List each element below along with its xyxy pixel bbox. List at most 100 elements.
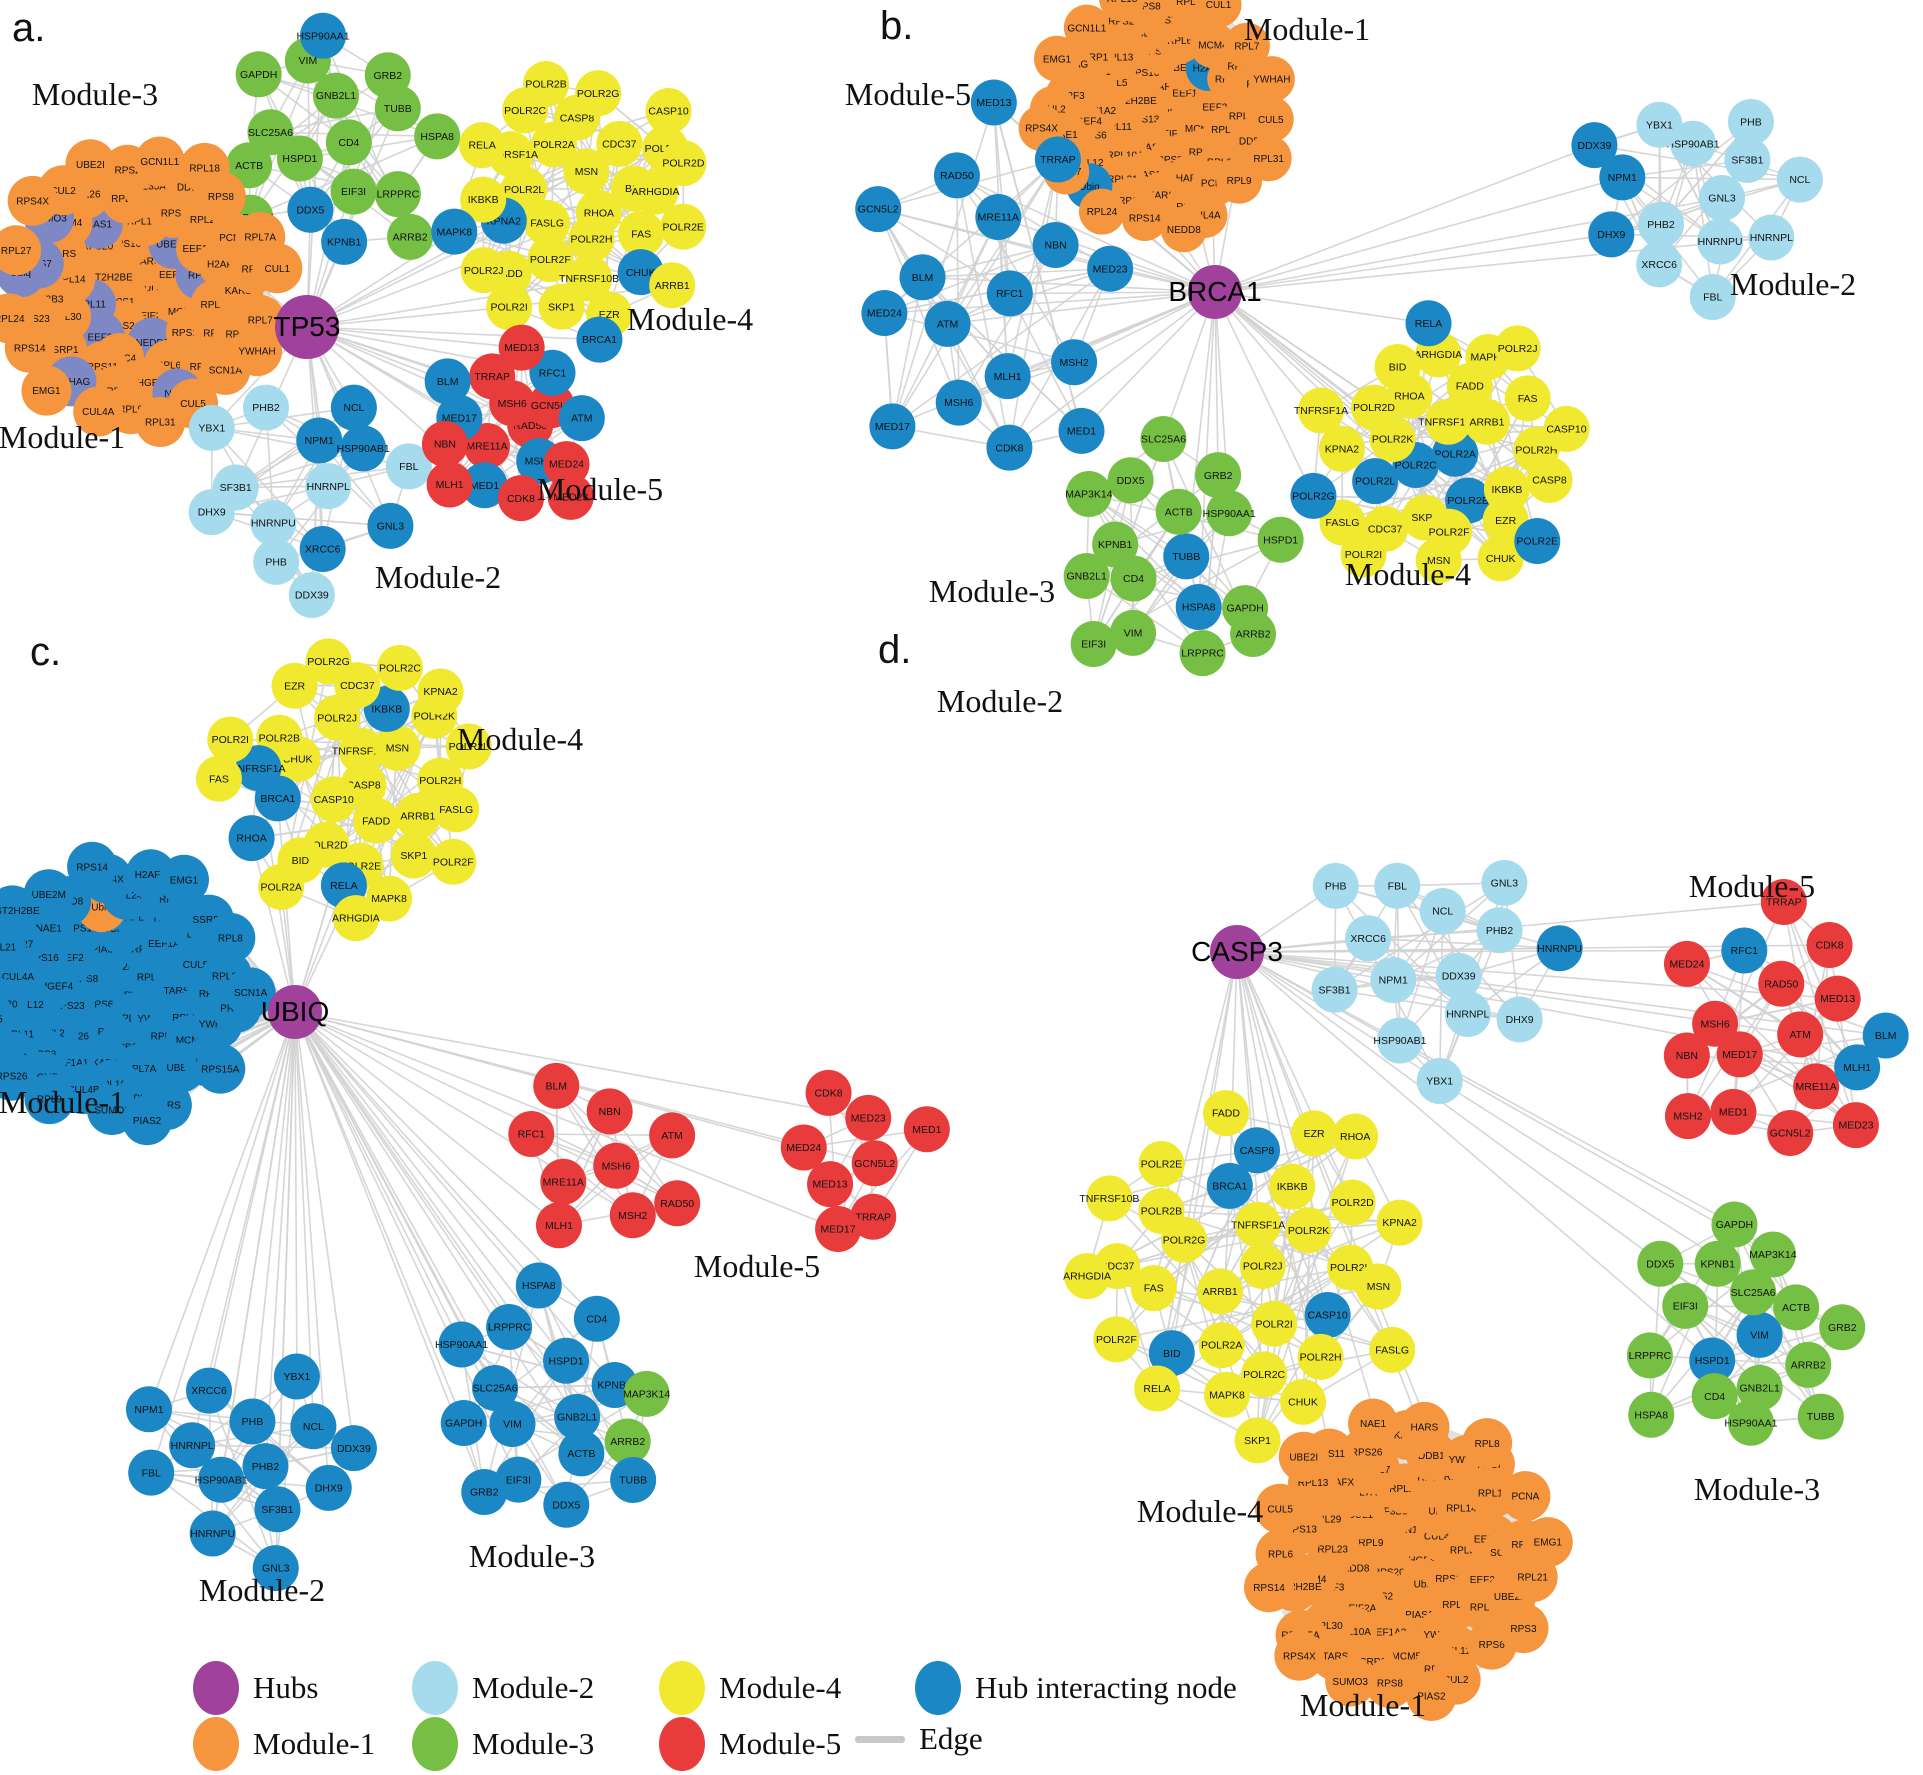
node-TUBB[interactable] <box>610 1456 657 1503</box>
node-CUL5[interactable] <box>1255 1483 1306 1534</box>
node-RELA[interactable] <box>459 122 506 169</box>
node-EZR[interactable] <box>1291 1110 1338 1157</box>
node-TNFRSF10B[interactable] <box>338 727 385 774</box>
node-LRPPRC[interactable] <box>1626 1332 1673 1379</box>
node-ATM[interactable] <box>924 300 971 347</box>
node-HSPD1[interactable] <box>543 1337 590 1384</box>
node-GAPDH[interactable] <box>440 1400 487 1447</box>
node-RPL31[interactable] <box>1245 135 1292 182</box>
node-PHB2[interactable] <box>242 384 289 431</box>
node-MSH6[interactable] <box>1692 1000 1739 1047</box>
node-PIAS2[interactable] <box>1406 1670 1457 1721</box>
node-HSPD1[interactable] <box>1689 1337 1736 1384</box>
node-HNRNPL[interactable] <box>169 1422 216 1469</box>
node-FASLG[interactable] <box>1369 1326 1416 1373</box>
node-RPS14[interactable] <box>67 841 118 892</box>
node-MRE11A[interactable] <box>1793 1063 1840 1110</box>
node-POLR2G[interactable] <box>305 638 352 685</box>
node-TRRAP[interactable] <box>469 353 516 400</box>
node-DHX9[interactable] <box>188 489 235 536</box>
node-MED24[interactable] <box>780 1124 827 1171</box>
node-RPL8[interactable] <box>205 912 256 963</box>
node-POLR2D[interactable] <box>1350 384 1397 431</box>
node-MSN[interactable] <box>1415 537 1462 584</box>
node-BRCA1[interactable] <box>1206 1162 1253 1209</box>
node-MLH1[interactable] <box>426 461 473 508</box>
node-ARHGDIA[interactable] <box>632 168 679 215</box>
node-LRPPRC[interactable] <box>374 171 421 218</box>
node-POLR2A[interactable] <box>1198 1322 1245 1369</box>
node-MED23[interactable] <box>845 1094 892 1141</box>
node-GRB2[interactable] <box>364 52 411 99</box>
node-HSPD1[interactable] <box>276 135 323 182</box>
node-RPS26[interactable] <box>0 1050 37 1101</box>
node-POLR2I[interactable] <box>1340 531 1387 578</box>
node-SUMO3[interactable] <box>1325 1656 1376 1707</box>
node-YBX1[interactable] <box>1416 1058 1463 1105</box>
node-DDX5[interactable] <box>1107 457 1154 504</box>
node-CDK8[interactable] <box>805 1069 852 1116</box>
node-RPS15A[interactable] <box>195 1043 246 1094</box>
node-MSN[interactable] <box>1355 1263 1402 1310</box>
node-POLR2L[interactable] <box>1352 458 1399 505</box>
node-RPS8[interactable] <box>1364 1657 1415 1708</box>
node-HSPA8[interactable] <box>515 1262 562 1309</box>
node-RELA[interactable] <box>1405 300 1452 347</box>
node-CUL1[interactable] <box>252 243 303 294</box>
node-HNRNPU[interactable] <box>250 499 297 546</box>
node-ARHGDIA[interactable] <box>332 895 379 942</box>
node-GAPDH[interactable] <box>1711 1201 1758 1248</box>
node-POLR2G[interactable] <box>1290 472 1337 519</box>
node-CASP10[interactable] <box>645 88 692 135</box>
node-GNB2L1[interactable] <box>554 1393 601 1440</box>
node-FADD[interactable] <box>1202 1090 1249 1137</box>
node-TNFRSF1A[interactable] <box>1235 1201 1282 1248</box>
node-NBN[interactable] <box>421 421 468 468</box>
node-POLR2H[interactable] <box>568 215 615 262</box>
node-NCL[interactable] <box>290 1403 337 1450</box>
node-RFC1[interactable] <box>529 349 576 396</box>
node-FBL[interactable] <box>1374 862 1421 909</box>
node-NCL[interactable] <box>1776 156 1823 203</box>
node-RPL24[interactable] <box>1078 188 1125 235</box>
node-MED1[interactable] <box>1058 407 1105 454</box>
node-HSP90AB1[interactable] <box>1670 120 1717 167</box>
node-HNRNPU[interactable] <box>1536 925 1583 972</box>
node-MED24[interactable] <box>1663 940 1710 987</box>
node-FASLG[interactable] <box>433 786 480 833</box>
node-MED13[interactable] <box>1814 975 1861 1022</box>
node-POLR2B[interactable] <box>1138 1187 1185 1234</box>
node-DDX39[interactable] <box>1571 122 1618 169</box>
node-RPL9[interactable] <box>24 1074 75 1125</box>
node-FAS[interactable] <box>1130 1265 1177 1312</box>
node-CDK8[interactable] <box>986 424 1033 471</box>
node-RPS14[interactable] <box>1244 1562 1295 1613</box>
node-LRPPRC[interactable] <box>1179 630 1226 677</box>
node-MSH6[interactable] <box>593 1142 640 1189</box>
node-MSH2[interactable] <box>1051 339 1098 386</box>
hub-node-CASP3[interactable] <box>1210 925 1264 979</box>
node-POLR2D[interactable] <box>660 140 707 187</box>
hub-node-BRCA1[interactable] <box>1188 265 1242 319</box>
node-NPM1[interactable] <box>125 1386 172 1433</box>
node-NCL[interactable] <box>330 384 377 431</box>
node-NPM1[interactable] <box>1599 154 1646 201</box>
node-TRRAP[interactable] <box>1760 878 1807 925</box>
node-MSN[interactable] <box>563 148 610 195</box>
node-POLR2L[interactable] <box>445 723 492 770</box>
node-FAS[interactable] <box>195 755 242 802</box>
node-UBE2I[interactable] <box>1278 1431 1329 1482</box>
node-ARHGDIA[interactable] <box>1064 1253 1111 1300</box>
node-YBX1[interactable] <box>1636 101 1683 148</box>
node-DHX9[interactable] <box>1496 996 1543 1043</box>
node-PHB[interactable] <box>253 538 300 585</box>
node-ACTB[interactable] <box>558 1430 605 1477</box>
node-MRE11A[interactable] <box>975 194 1022 241</box>
node-SF3B1[interactable] <box>254 1486 301 1533</box>
node-RFC1[interactable] <box>508 1110 555 1157</box>
node-SF3B1[interactable] <box>1724 136 1771 183</box>
node-DDX5[interactable] <box>1637 1240 1684 1287</box>
node-CASP8[interactable] <box>1526 456 1573 503</box>
node-GNB2L1[interactable] <box>1736 1364 1783 1411</box>
node-IKBKB[interactable] <box>1269 1163 1316 1210</box>
